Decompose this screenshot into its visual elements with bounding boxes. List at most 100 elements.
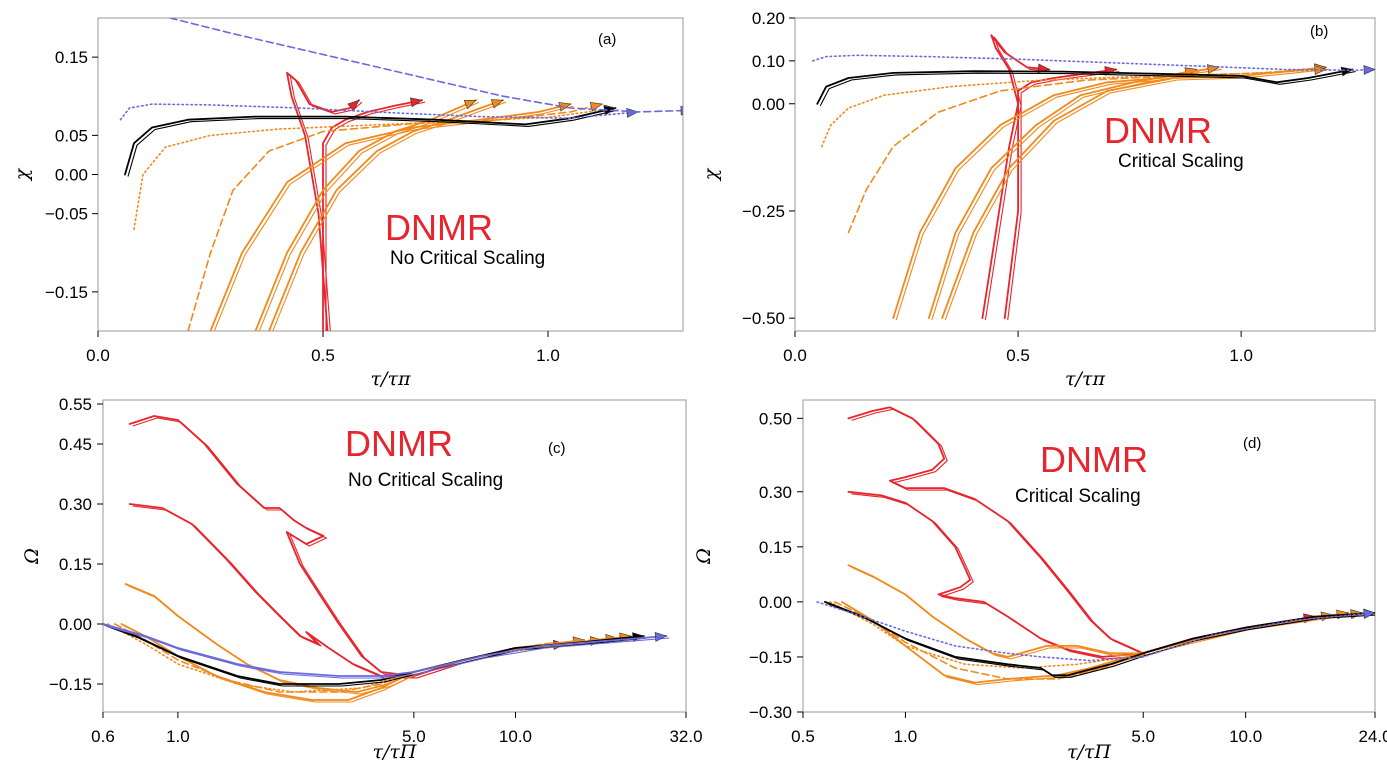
x-axis-label: τ/τπ: [371, 368, 411, 390]
series-line-orange: [847, 564, 1334, 658]
y-tick-label: −0.50: [742, 309, 785, 328]
y-tick-label: −0.25: [742, 202, 785, 221]
y-axis-label: χ: [11, 167, 33, 182]
series-line-black: [816, 68, 1354, 105]
y-tick-label: −0.15: [45, 283, 88, 302]
y-tick-label: 0.05: [55, 126, 88, 145]
series-line-shadow: [851, 493, 1319, 660]
x-tick-label: 24.0: [1358, 727, 1387, 746]
series-line-black: [124, 107, 617, 176]
series-line-orange: [268, 99, 504, 331]
x-tick-label: 1.0: [536, 346, 560, 365]
y-tick-label: 0.00: [59, 615, 92, 634]
series-line-red: [847, 406, 1316, 655]
series-arrowhead: [347, 99, 360, 112]
series-line-orange: [927, 66, 1220, 319]
series-line-red: [847, 490, 1316, 658]
y-tick-label: 0.20: [752, 9, 785, 28]
x-tick-label: 0.5: [791, 727, 815, 746]
plot-frame: [97, 17, 684, 332]
series-arrowhead: [654, 631, 668, 642]
series-line-shadow: [1007, 70, 1120, 321]
x-axis-label: τ/τΠ: [1067, 741, 1111, 763]
series-line-orange: [107, 623, 632, 693]
series-arrowhead: [680, 105, 683, 116]
x-tick-label: 5.0: [1131, 727, 1155, 746]
y-tick-label: 0.15: [59, 555, 92, 574]
x-axis-label: τ/τΠ: [373, 741, 417, 763]
panel-label: (b): [1310, 23, 1328, 40]
series-line-blue: [816, 601, 1375, 662]
series-line-blue: [169, 18, 683, 113]
y-axis-label: χ: [700, 167, 722, 182]
plot-frame: [802, 399, 1376, 713]
series-line-shadow: [127, 109, 619, 177]
y-tick-label: −0.30: [749, 703, 792, 722]
series-line-shadow: [325, 101, 426, 331]
x-tick-label: 0.6: [91, 727, 115, 746]
series-line-shadow: [105, 625, 670, 679]
series-line-blue: [103, 623, 668, 677]
panel-label: (a): [598, 31, 616, 48]
series-line-orange: [187, 103, 603, 331]
series-line-red: [322, 99, 423, 331]
series-line-black: [103, 623, 645, 685]
annotation-title: DNMR: [1040, 439, 1148, 480]
series-line-shadow: [258, 101, 480, 331]
series-line-shadow: [819, 70, 1356, 107]
series-line-orange: [847, 66, 1327, 234]
series-line-orange: [829, 601, 1363, 669]
annotation-subtitle: Critical Scaling: [1118, 151, 1244, 172]
annotation-title: DNMR: [385, 207, 493, 248]
series-line-orange: [892, 68, 1198, 319]
panel-label: (d): [1243, 435, 1261, 452]
x-tick-label: 10.0: [499, 727, 532, 746]
y-tick-label: 0.00: [759, 593, 792, 612]
series-arrowhead: [1340, 66, 1354, 77]
x-tick-label: 0.0: [783, 346, 807, 365]
series-line-shadow: [827, 603, 1375, 678]
x-tick-label: 10.0: [1229, 727, 1262, 746]
series-arrowhead: [490, 99, 504, 109]
annotation-subtitle: No Critical Scaling: [390, 248, 545, 269]
series-line-orange: [209, 103, 572, 331]
series-arrowhead: [1363, 609, 1375, 619]
y-tick-label: −0.15: [749, 648, 792, 667]
y-tick-label: 0.10: [752, 52, 785, 71]
y-tick-label: −0.15: [49, 675, 92, 694]
series-arrowhead: [409, 97, 423, 108]
series-line-orange: [254, 99, 477, 331]
y-tick-label: 0.15: [55, 48, 88, 67]
series-group: [103, 415, 670, 703]
series-group: [119, 18, 683, 331]
x-tick-label: 1.0: [1229, 346, 1253, 365]
y-tick-label: 0.30: [59, 495, 92, 514]
x-tick-label: 0.5: [311, 346, 335, 365]
series-arrowhead: [626, 108, 639, 118]
series-line-shadow: [984, 36, 1053, 321]
y-tick-label: 0.30: [759, 483, 792, 502]
panel-a: 0.15 0.05 0.00 −0.05 −0.15 0.0 0.5 1.0 τ/τπ χ DNMR…: [11, 17, 684, 390]
x-tick-label: 0.5: [1006, 346, 1030, 365]
series-line-blue: [119, 103, 639, 121]
panel-label: (c): [548, 440, 566, 457]
annotation-subtitle: No Critical Scaling: [348, 470, 503, 491]
panel-b: 0.20 0.10 0.00 −0.25 −0.50 0.0 0.5 1.0 τ/τπ χ DNMR…: [700, 9, 1376, 390]
series-line-black: [824, 601, 1375, 677]
x-tick-label: 32.0: [669, 727, 702, 746]
annotation-title: DNMR: [1104, 110, 1212, 151]
series-line-red: [128, 503, 566, 677]
plot-frame: [794, 17, 1376, 332]
y-tick-label: 0.15: [759, 538, 792, 557]
series-line-shadow: [272, 101, 507, 331]
y-tick-label: 0.00: [752, 95, 785, 114]
series-line-orange: [821, 68, 1327, 148]
plot-frame: [102, 399, 687, 713]
series-line-blue: [812, 54, 1375, 72]
panel-c: 0.55 0.45 0.30 0.15 0.00 −0.15 0.6 1.0 5.0 10.0 32…: [21, 395, 703, 763]
y-tick-label: 0.00: [55, 166, 88, 185]
series-line-shadow: [105, 625, 647, 687]
series-arrowhead: [463, 99, 477, 110]
y-tick-label: −0.05: [45, 205, 88, 224]
x-axis-label: τ/τπ: [1065, 368, 1105, 390]
